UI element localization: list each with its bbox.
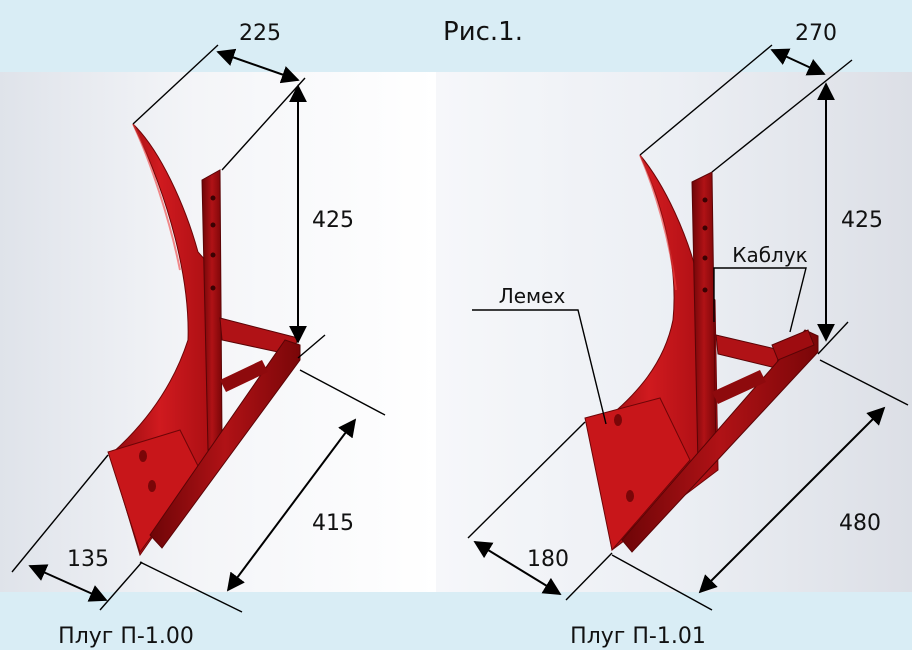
right-dim-length: 480 bbox=[839, 511, 881, 536]
left-dim-share: 135 bbox=[67, 547, 109, 572]
right-label-heel: Каблук bbox=[732, 243, 808, 267]
left-caption: Плуг П-1.00 bbox=[58, 624, 194, 649]
figure-title: Рис.1. bbox=[443, 17, 523, 47]
right-label-share: Лемех bbox=[499, 284, 566, 308]
right-dim-height: 425 bbox=[841, 208, 883, 233]
left-plow bbox=[107, 123, 301, 557]
left-dimensions bbox=[11, 44, 386, 613]
right-dimensions bbox=[467, 44, 909, 611]
left-dim-height: 425 bbox=[312, 208, 354, 233]
left-dim-length: 415 bbox=[312, 511, 354, 536]
right-dim-share: 180 bbox=[527, 547, 569, 572]
right-plow bbox=[584, 154, 819, 553]
top-band bbox=[0, 0, 912, 72]
right-heel bbox=[771, 329, 815, 361]
left-dim-width: 225 bbox=[239, 21, 281, 46]
right-share bbox=[584, 397, 691, 552]
bottom-band bbox=[0, 592, 912, 650]
right-caption: Плуг П-1.01 bbox=[570, 624, 706, 649]
right-dim-width: 270 bbox=[795, 21, 837, 46]
